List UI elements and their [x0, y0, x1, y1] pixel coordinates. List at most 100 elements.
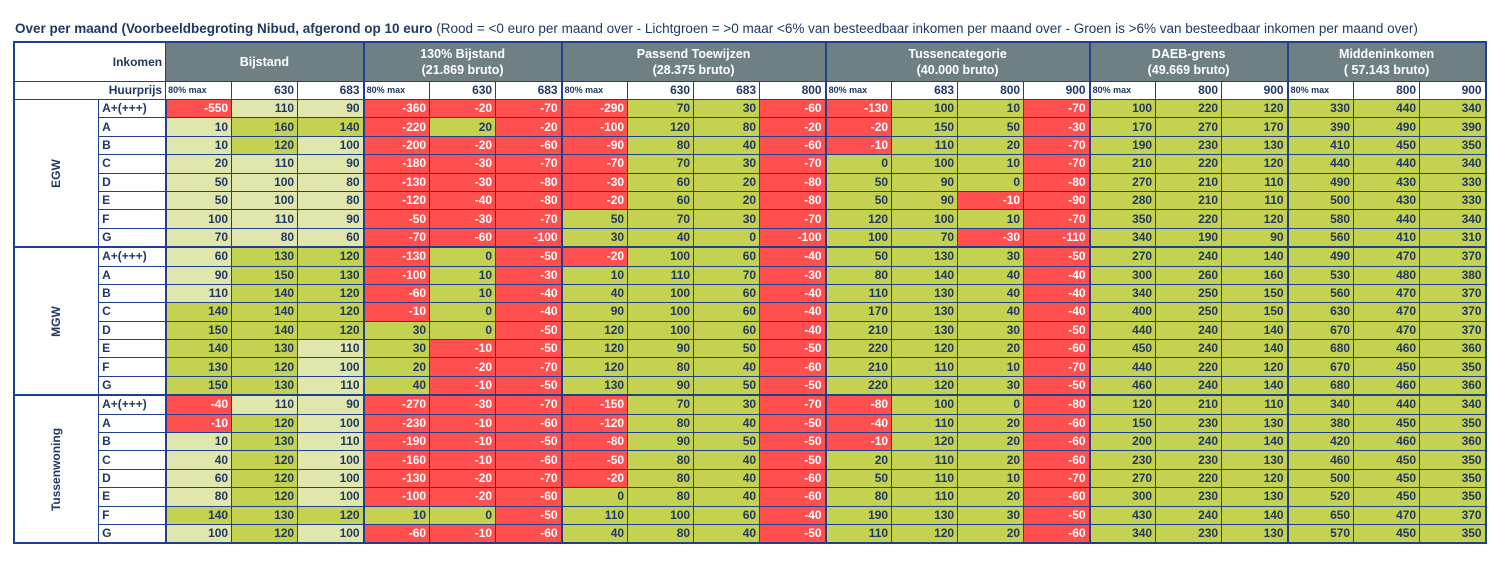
- value-cell: -30: [429, 394, 497, 415]
- value-cell: -130: [825, 98, 893, 119]
- value-cell: 80: [693, 117, 761, 137]
- value-cell: 220: [825, 375, 893, 397]
- value-cell: 50: [825, 468, 893, 489]
- value-cell: 250: [1155, 283, 1223, 304]
- value-cell: -80: [825, 394, 893, 415]
- value-cell: 100: [297, 523, 365, 545]
- value-cell: 360: [1419, 339, 1487, 359]
- income-group-title: DAEB-grens: [1151, 47, 1226, 61]
- table-row: C 40 120 100 -160 -10 -60 -50 80 40 -50 20 110 20 -60 2…: [14, 450, 1487, 470]
- value-cell: 140: [165, 339, 233, 359]
- value-cell: 120: [891, 432, 959, 452]
- value-cell: 110: [825, 283, 893, 304]
- value-cell: 10: [429, 265, 497, 285]
- value-cell: 120: [891, 523, 959, 545]
- value-cell: 40: [957, 283, 1025, 304]
- value-cell: 70: [165, 227, 233, 249]
- value-cell: -40: [429, 190, 497, 211]
- value-cell: 90: [297, 394, 365, 415]
- energy-label: F: [98, 209, 167, 229]
- value-cell: 100: [891, 154, 959, 174]
- energy-label: B: [98, 283, 167, 304]
- value-cell: 120: [825, 209, 893, 229]
- value-cell: -230: [363, 413, 431, 434]
- value-cell: -40: [759, 505, 827, 525]
- value-cell: -130: [363, 172, 431, 192]
- value-cell: -50: [495, 375, 563, 397]
- value-cell: 240: [1155, 339, 1223, 359]
- value-cell: -50: [759, 375, 827, 397]
- value-cell: 20: [363, 357, 431, 377]
- dwelling-type-text: EGW: [49, 158, 64, 188]
- value-cell: 350: [1419, 357, 1487, 377]
- value-cell: 300: [1089, 487, 1157, 507]
- value-cell: 120: [1221, 357, 1289, 377]
- value-cell: -50: [1023, 246, 1091, 267]
- value-cell: -60: [1023, 413, 1091, 434]
- value-cell: 60: [693, 283, 761, 304]
- value-cell: 120: [231, 413, 299, 434]
- dwelling-type-label: Tussenwoning: [13, 394, 100, 545]
- value-cell: 230: [1155, 523, 1223, 545]
- value-cell: -50: [495, 432, 563, 452]
- value-cell: 110: [297, 339, 365, 359]
- value-cell: 20: [957, 339, 1025, 359]
- value-cell: -70: [1023, 209, 1091, 229]
- value-cell: -50: [495, 246, 563, 267]
- value-cell: -60: [429, 227, 497, 249]
- value-cell: -70: [1023, 135, 1091, 156]
- value-cell: 0: [957, 394, 1025, 415]
- table-row: D 60 120 100 -130 -20 -70 -20 80 40 -60 50 110 10 -70 2…: [14, 468, 1487, 489]
- value-cell: -10: [165, 413, 233, 434]
- value-cell: -70: [1023, 154, 1091, 174]
- value-cell: 230: [1155, 450, 1223, 470]
- rent-column-header: 900: [1419, 81, 1487, 100]
- value-cell: 100: [297, 487, 365, 507]
- energy-label: A+(+++): [98, 394, 167, 415]
- value-cell: 100: [297, 413, 365, 434]
- energy-label: B: [98, 432, 167, 452]
- table-row: B 110 140 120 -60 10 -40 40 100 60 -40 110 130 40 -40 3…: [14, 283, 1487, 304]
- value-cell: -20: [495, 117, 563, 137]
- value-cell: -60: [495, 523, 563, 545]
- value-cell: 460: [1353, 432, 1421, 452]
- value-cell: 100: [231, 172, 299, 192]
- value-cell: -50: [495, 339, 563, 359]
- value-cell: -270: [363, 394, 431, 415]
- value-cell: 20: [957, 413, 1025, 434]
- value-cell: -10: [429, 450, 497, 470]
- value-cell: 140: [1221, 375, 1289, 397]
- value-cell: 170: [1221, 117, 1289, 137]
- value-cell: 10: [363, 505, 431, 525]
- value-cell: 340: [1089, 523, 1157, 545]
- value-cell: 150: [1089, 413, 1157, 434]
- value-cell: 150: [891, 117, 959, 137]
- value-cell: 50: [165, 190, 233, 211]
- value-cell: -290: [561, 98, 629, 119]
- value-cell: 80: [627, 487, 695, 507]
- income-group-subtitle: (49.669 bruto): [1147, 63, 1230, 77]
- table-row: F 100 110 90 -50 -30 -70 50 70 30 -70 120 100 10 -70 35…: [14, 209, 1487, 229]
- value-cell: -70: [1023, 357, 1091, 377]
- header-row-rent: Huurprijs 80% max 630 683 80% max 630 683 80% m…: [13, 81, 1487, 100]
- value-cell: 360: [1419, 375, 1487, 397]
- value-cell: -120: [561, 413, 629, 434]
- value-cell: 210: [1155, 394, 1223, 415]
- value-cell: 90: [891, 190, 959, 211]
- value-cell: 280: [1089, 190, 1157, 211]
- value-cell: -70: [495, 394, 563, 415]
- table-row: MGW A+(+++) 60 130 120 -130 0 -50 -20 100 60 -40 50 1…: [13, 246, 1487, 397]
- value-cell: 40: [957, 265, 1025, 285]
- value-cell: 70: [627, 209, 695, 229]
- value-cell: 60: [165, 468, 233, 489]
- value-cell: 350: [1419, 450, 1487, 470]
- value-cell: 20: [957, 523, 1025, 545]
- value-cell: 40: [693, 357, 761, 377]
- value-cell: -50: [1023, 320, 1091, 341]
- rent-column-header: 900: [1221, 81, 1289, 100]
- value-cell: 450: [1353, 135, 1421, 156]
- value-cell: -190: [363, 432, 431, 452]
- table-row: E 50 100 80 -120 -40 -80 -20 60 20 -80 50 90 -10 -90 28…: [14, 190, 1487, 211]
- value-cell: 370: [1419, 302, 1487, 322]
- value-cell: 340: [1089, 227, 1157, 249]
